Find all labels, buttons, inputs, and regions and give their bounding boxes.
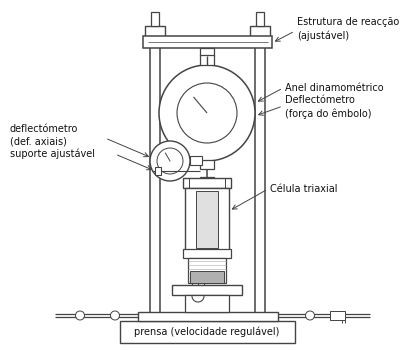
Bar [200, 55, 214, 65]
Bar [143, 36, 272, 48]
Text: Deflectómetro
(força do êmbolo): Deflectómetro (força do êmbolo) [285, 95, 372, 119]
Bar [250, 26, 270, 38]
Bar [185, 188, 229, 251]
Bar [188, 258, 226, 283]
Bar [155, 167, 161, 175]
Bar [330, 311, 345, 320]
Text: suporte ajustável: suporte ajustável [10, 149, 95, 159]
Bar [200, 177, 214, 183]
Bar [200, 48, 214, 56]
Bar [138, 312, 278, 321]
Bar [172, 285, 242, 295]
Bar [145, 26, 165, 38]
Text: deflectómetro
(def. axiais): deflectómetro (def. axiais) [10, 124, 79, 146]
Circle shape [76, 311, 84, 320]
Bar [183, 178, 231, 188]
Text: Célula triaxial: Célula triaxial [270, 184, 337, 194]
Bar [151, 12, 159, 26]
Circle shape [159, 65, 255, 161]
Bar [120, 321, 295, 343]
Circle shape [177, 83, 237, 143]
Bar [256, 12, 264, 26]
Bar [185, 295, 229, 312]
Circle shape [110, 311, 120, 320]
Bar [183, 249, 231, 258]
Bar [190, 156, 202, 165]
Circle shape [157, 148, 183, 174]
Circle shape [150, 141, 190, 181]
Bar [200, 160, 214, 169]
Bar [190, 271, 224, 283]
Text: Anel dinamométrico: Anel dinamométrico [285, 83, 384, 93]
Circle shape [306, 311, 314, 320]
Bar [196, 191, 218, 248]
Text: prensa (velocidade regulável): prensa (velocidade regulável) [134, 327, 280, 337]
Text: Estrutura de reacção
(ajustável): Estrutura de reacção (ajustável) [297, 17, 399, 41]
